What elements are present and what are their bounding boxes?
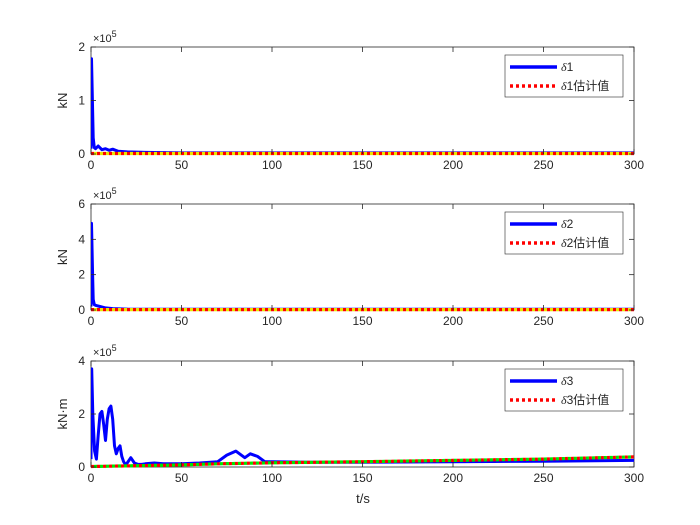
y-tick-label: 6 xyxy=(78,197,85,211)
legend-label: δ1 xyxy=(561,60,574,74)
x-tick-label: 250 xyxy=(533,471,553,485)
x-tick-label: 50 xyxy=(175,471,189,485)
legend: δ3 δ3估计值 xyxy=(504,368,624,412)
x-tick-label: 0 xyxy=(88,314,95,328)
x-tick-label: 150 xyxy=(352,471,372,485)
series-true-line xyxy=(91,367,634,466)
y-axis-label: kN xyxy=(55,249,70,265)
x-tick-label: 300 xyxy=(624,471,644,485)
x-tick-label: 300 xyxy=(624,158,644,172)
y-tick-label: 4 xyxy=(78,354,85,368)
y-tick-label: 2 xyxy=(78,268,85,282)
x-tick-label: 50 xyxy=(175,314,189,328)
y-exponent-label: ×105 xyxy=(93,186,117,202)
legend: δ2 δ2估计值 xyxy=(504,211,624,255)
x-axis-label: t/s xyxy=(356,491,370,506)
x-tick-label: 300 xyxy=(624,314,644,328)
panel-3: 0 50 100 150 200 250 300 0 2 4 ×105 kN·m δ3 δ3估计值 xyxy=(55,343,644,485)
series-estimate-overlay xyxy=(91,455,634,469)
x-tick-label: 50 xyxy=(175,158,189,172)
y-tick-label: 2 xyxy=(78,407,85,421)
x-tick-label: 100 xyxy=(262,158,282,172)
y-tick-label: 0 xyxy=(78,460,85,474)
plot-area xyxy=(91,367,634,469)
x-tick-label: 200 xyxy=(443,314,463,328)
legend-box xyxy=(504,54,624,98)
legend-label: δ2 xyxy=(561,217,574,231)
x-tick-label: 0 xyxy=(88,471,95,485)
y-axis-label: kN xyxy=(55,93,70,109)
x-tick-label: 100 xyxy=(262,314,282,328)
legend-box xyxy=(504,368,624,412)
y-tick-label: 4 xyxy=(78,232,85,246)
y-tick-label: 1 xyxy=(78,94,85,108)
legend: δ1 δ1估计值 xyxy=(504,54,624,98)
plot-area xyxy=(91,57,634,156)
y-axis-label: kN·m xyxy=(55,398,70,429)
legend-box xyxy=(504,211,624,255)
y-tick-label: 2 xyxy=(78,40,85,54)
x-tick-label: 200 xyxy=(443,158,463,172)
series-estimate-line xyxy=(91,455,634,469)
y-exponent-label: ×105 xyxy=(93,343,117,359)
legend-label: δ1估计值 xyxy=(561,78,609,93)
x-tick-label: 150 xyxy=(352,158,372,172)
x-tick-label: 100 xyxy=(262,471,282,485)
x-tick-label: 250 xyxy=(533,314,553,328)
x-tick-label: 250 xyxy=(533,158,553,172)
legend-label: δ2估计值 xyxy=(561,235,609,250)
legend-label: δ3 xyxy=(561,374,574,388)
y-exponent-label: ×105 xyxy=(93,29,117,45)
panel-2: 0 50 100 150 200 250 300 0 2 4 6 ×105 kN δ2 δ2估计值 xyxy=(55,186,644,328)
y-tick-label: 0 xyxy=(78,147,85,161)
x-tick-label: 200 xyxy=(443,471,463,485)
panel-1: 0 50 100 150 200 250 300 0 1 2 ×105 kN δ1 δ1估计值 xyxy=(55,29,644,172)
x-tick-label: 0 xyxy=(88,158,95,172)
y-tick-label: 0 xyxy=(78,303,85,317)
x-tick-label: 150 xyxy=(352,314,372,328)
legend-label: δ3估计值 xyxy=(561,392,609,407)
